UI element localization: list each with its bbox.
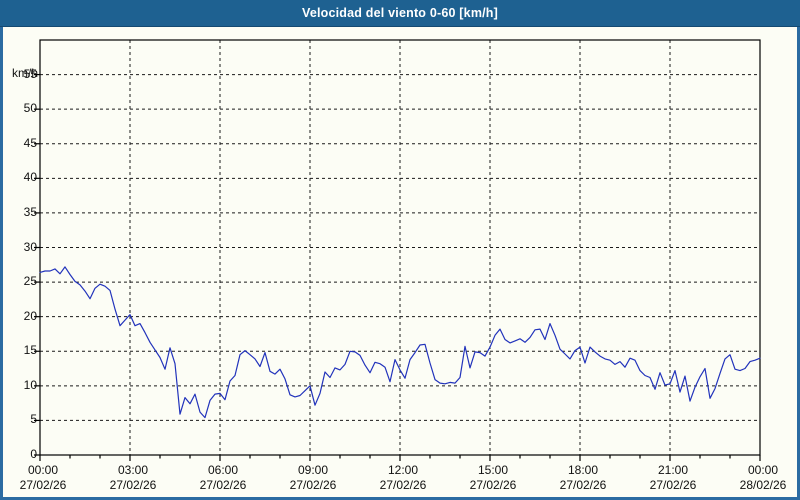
y-axis-tick-label: 5 xyxy=(30,412,37,427)
x-axis-time-label: 18:00 xyxy=(567,463,599,477)
y-axis-tick-label: 50 xyxy=(23,101,37,116)
x-axis-time-label: 15:00 xyxy=(477,463,509,477)
x-axis-date-label: 28/02/26 xyxy=(739,478,787,492)
x-axis-time-label: 21:00 xyxy=(657,463,689,477)
x-axis-date-label: 27/02/26 xyxy=(559,478,607,492)
y-axis-unit-label: km/h xyxy=(12,66,39,80)
x-axis-time-label: 12:00 xyxy=(387,463,419,477)
x-axis-time-label: 09:00 xyxy=(297,463,329,477)
x-axis-date-label: 27/02/26 xyxy=(19,478,67,492)
window-titlebar: Velocidad del viento 0-60 [km/h] xyxy=(0,0,800,27)
x-axis-time-label: 06:00 xyxy=(207,463,239,477)
y-axis-tick-label: 20 xyxy=(23,308,37,323)
x-axis-time-label: 00:00 xyxy=(747,463,779,477)
x-axis-date-label: 27/02/26 xyxy=(469,478,517,492)
y-axis-tick-label: 35 xyxy=(23,204,37,219)
y-axis-tick-label: 0 xyxy=(30,447,37,461)
y-axis-tick-label: 15 xyxy=(23,343,37,358)
x-axis-date-label: 27/02/26 xyxy=(379,478,427,492)
y-axis-tick-label: 55 xyxy=(23,66,37,81)
x-axis-date-label: 27/02/26 xyxy=(199,478,247,492)
y-axis-tick-label: 10 xyxy=(23,377,37,392)
chart-panel: km/h 0 5 10 15 20 25 30 35 40 45 50 55 00:00 27/02/26… xyxy=(0,27,800,500)
x-axis-time-label: 03:00 xyxy=(117,463,149,477)
y-axis-tick-label: 30 xyxy=(23,239,37,254)
x-axis-time-label: 00:00 xyxy=(27,463,59,477)
y-axis-tick-label: 40 xyxy=(23,170,37,185)
x-axis-date-label: 27/02/26 xyxy=(289,478,337,492)
x-axis-date-label: 27/02/26 xyxy=(109,478,157,492)
y-axis-tick-label: 25 xyxy=(23,274,37,289)
y-axis-tick-label: 45 xyxy=(23,135,37,150)
window-title: Velocidad del viento 0-60 [km/h] xyxy=(301,6,499,20)
x-axis-date-label: 27/02/26 xyxy=(649,478,697,492)
